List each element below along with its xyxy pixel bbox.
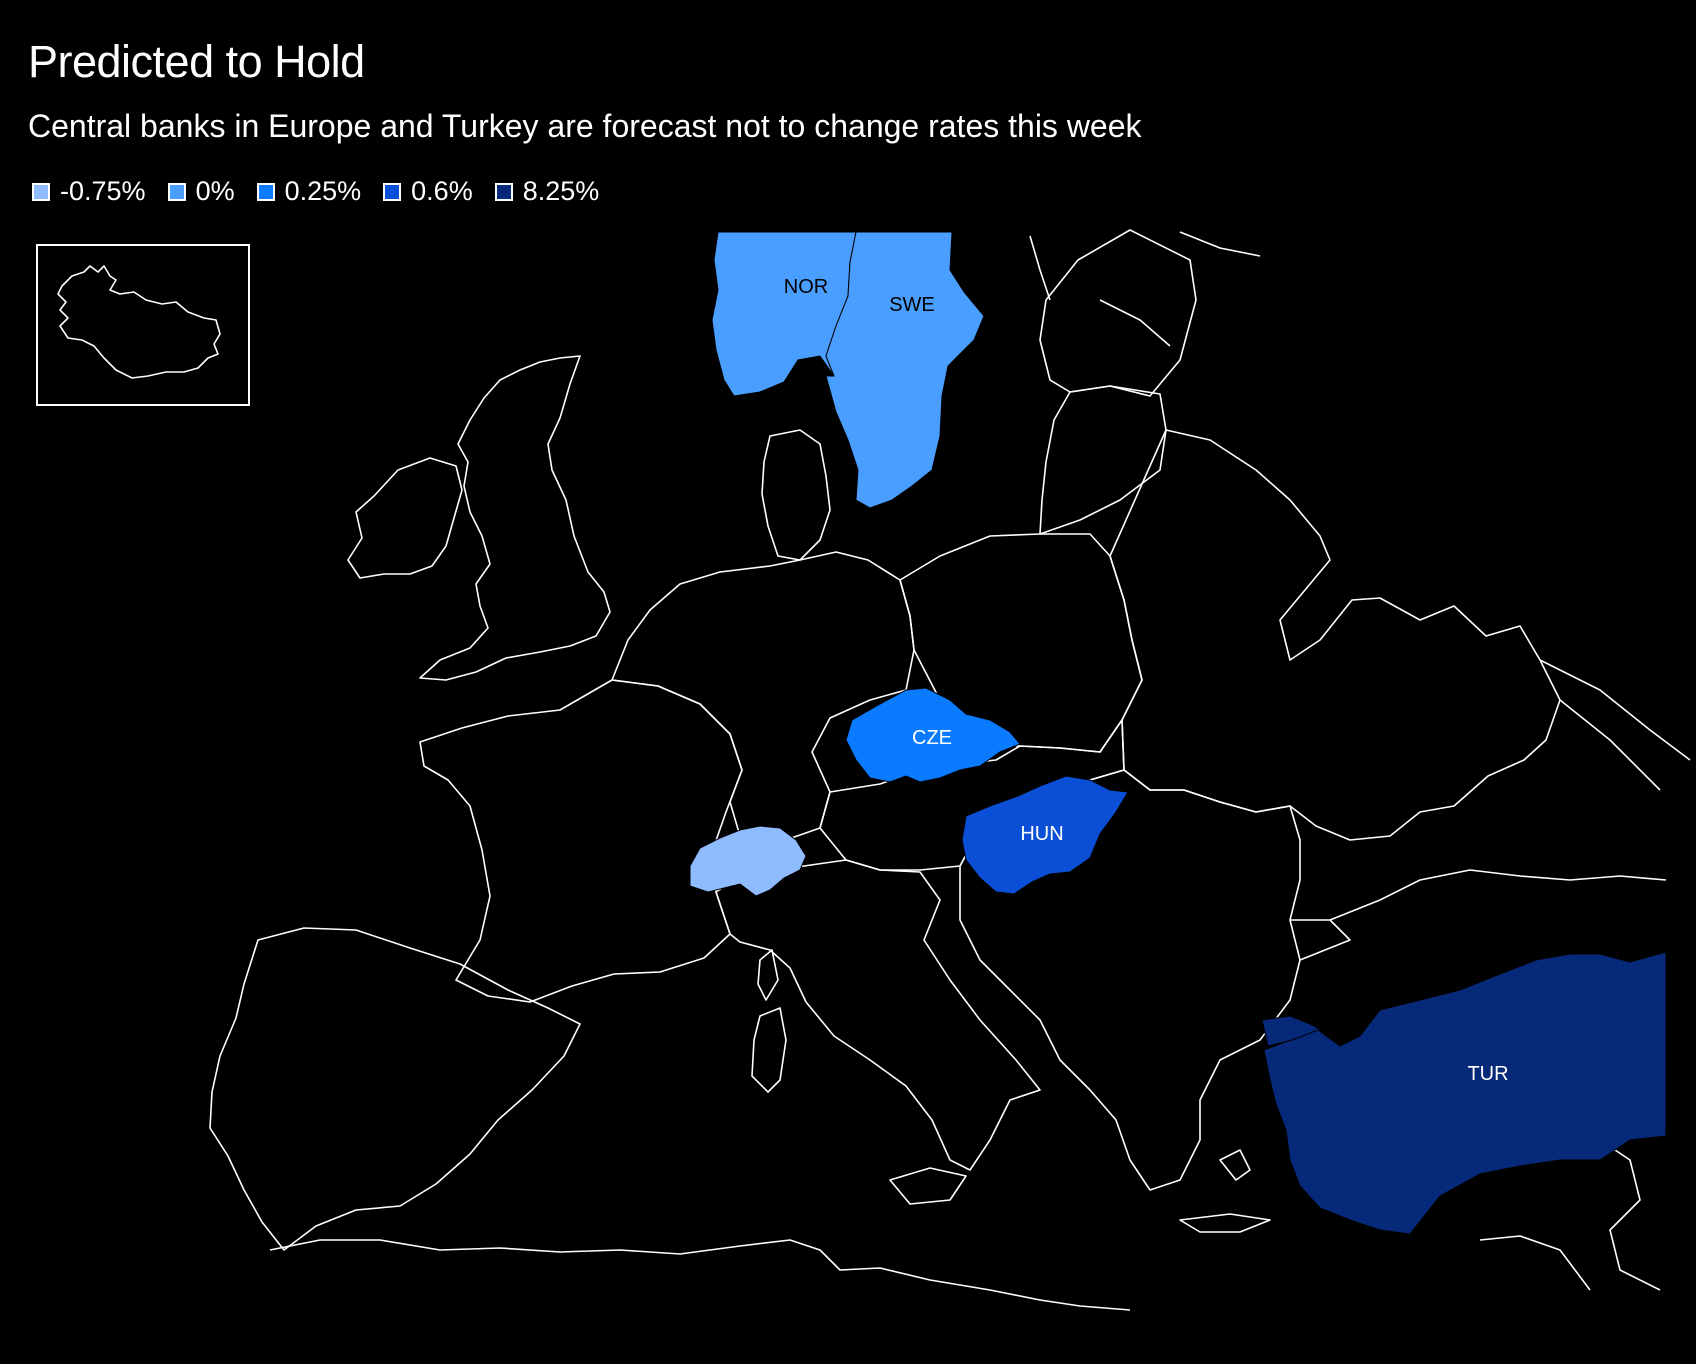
chart-title: Predicted to Hold (28, 36, 365, 87)
label-norway: NOR (784, 276, 828, 298)
iceland-outline (57, 265, 221, 379)
country-sweden (825, 231, 985, 509)
legend-label: 0% (195, 176, 235, 206)
label-sweden: SWE (889, 294, 935, 316)
country-czechia (845, 687, 1021, 783)
iceland-inset (36, 244, 250, 406)
legend-item: -0.75% (32, 176, 146, 207)
legend-item: 8.25% (494, 176, 600, 207)
legend-swatch (167, 182, 186, 201)
chart-subtitle: Central banks in Europe and Turkey are f… (28, 108, 1142, 144)
legend-item: 0.25% (256, 176, 362, 207)
label-czechia: CZE (912, 727, 952, 749)
legend-swatch (494, 182, 513, 201)
legend-label: 0.6% (411, 176, 473, 206)
country-labels: NOR SWE CZE HUN TUR (784, 276, 1509, 1085)
legend: -0.75% 0% 0.25% 0.6% 8.25% (32, 176, 599, 207)
legend-swatch (383, 182, 402, 201)
country-turkey (1263, 951, 1667, 1235)
legend-item: 0% (167, 176, 235, 207)
legend-swatch (256, 182, 275, 201)
label-turkey: TUR (1467, 1063, 1508, 1085)
highlighted-countries (689, 231, 1667, 1235)
label-hungary: HUN (1020, 823, 1063, 845)
country-switzerland (689, 825, 807, 897)
legend-label: -0.75% (60, 176, 146, 206)
legend-label: 8.25% (522, 176, 600, 206)
legend-swatch (32, 182, 50, 201)
country-turkey-thrace (1261, 1015, 1341, 1047)
legend-label: 0.25% (284, 176, 362, 206)
country-hungary (961, 775, 1129, 895)
legend-item: 0.6% (383, 176, 473, 207)
